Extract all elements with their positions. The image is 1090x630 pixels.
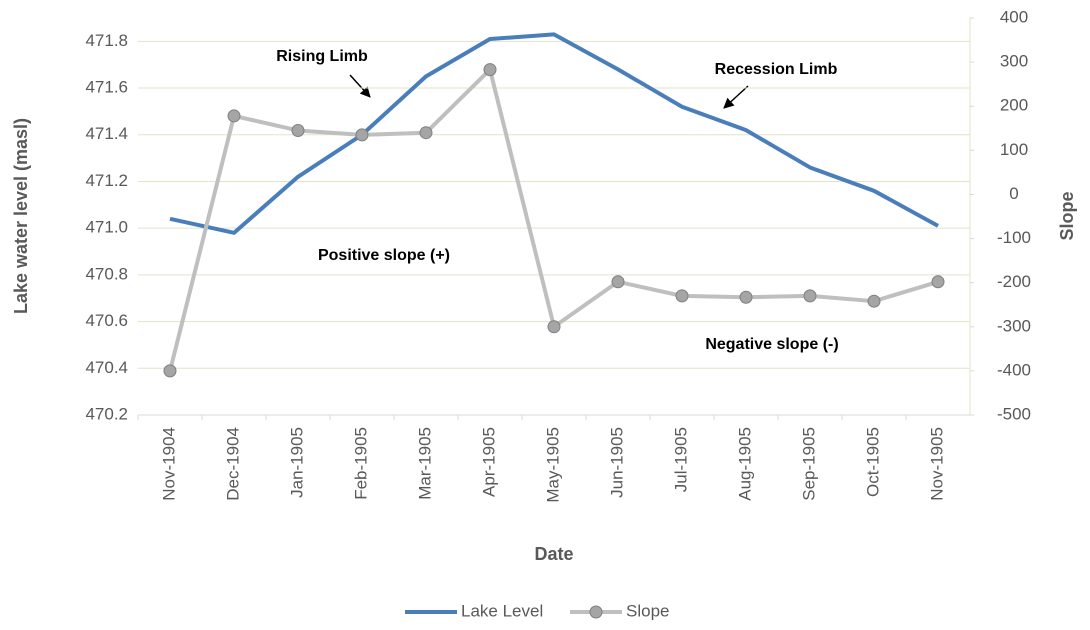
y-tick-label: 471.4	[85, 124, 128, 143]
series-marker	[611, 275, 625, 289]
x-axis-title: Date	[534, 544, 573, 564]
y-axis-title: Lake water level (masl)	[11, 118, 31, 314]
x-tick-label: Feb-1905	[351, 427, 370, 500]
series-marker	[355, 128, 369, 142]
y-tick-label: 471.6	[85, 78, 128, 97]
annotation: Recession Limb	[715, 61, 838, 78]
y2-tick-label: 300	[1000, 52, 1028, 71]
series-marker	[227, 109, 241, 123]
y2-axis-title: Slope	[1057, 191, 1077, 240]
y2-tick-label: 200	[1000, 96, 1028, 115]
y-tick-label: 470.6	[85, 311, 128, 330]
series-marker	[739, 290, 753, 304]
series-marker	[483, 63, 497, 77]
series-marker	[803, 289, 817, 303]
x-tick-label: Oct-1905	[863, 427, 882, 497]
x-tick-label: Jan-1905	[287, 427, 306, 498]
x-tick-label: Aug-1905	[735, 427, 754, 501]
y2-tick-label: 0	[1009, 184, 1018, 203]
series-marker	[291, 123, 305, 137]
x-tick-label: Apr-1905	[479, 427, 498, 497]
series-marker	[675, 289, 689, 303]
y-tick-label: 470.2	[85, 404, 128, 423]
x-tick-label: Mar-1905	[415, 427, 434, 500]
series-marker	[419, 126, 433, 140]
x-tick-label: May-1905	[543, 427, 562, 503]
x-tick-label: Dec-1904	[223, 427, 242, 501]
x-tick-label: Sep-1905	[799, 427, 818, 501]
x-tick-label: Jul-1905	[671, 427, 690, 492]
annotation: Negative slope (-)	[705, 336, 838, 353]
legend-label: Slope	[626, 601, 669, 620]
y2-tick-label: 400	[1000, 7, 1028, 26]
annotation-arrow	[349, 74, 371, 98]
y2-tick-label: -200	[997, 272, 1031, 291]
y2-tick-label: -400	[997, 360, 1031, 379]
legend-label: Lake Level	[461, 601, 543, 620]
y-tick-label: 471.8	[85, 31, 128, 50]
series-marker	[547, 320, 561, 334]
annotation: Positive slope (+)	[318, 247, 450, 264]
series-marker	[163, 364, 177, 378]
y2-tick-label: -500	[997, 404, 1031, 423]
x-tick-label: Nov-1905	[927, 427, 946, 501]
series-marker	[867, 294, 881, 308]
annotation-arrow	[723, 85, 749, 109]
x-tick-label: Nov-1904	[159, 427, 178, 501]
y2-tick-label: 100	[1000, 140, 1028, 159]
y-tick-label: 471.2	[85, 171, 128, 190]
y-tick-label: 470.8	[85, 264, 128, 283]
series-marker	[931, 275, 945, 289]
y2-tick-label: -300	[997, 316, 1031, 335]
y-tick-label: 471.0	[85, 218, 128, 237]
y2-tick-label: -100	[997, 228, 1031, 247]
annotation: Rising Limb	[276, 48, 368, 65]
y-tick-label: 470.4	[85, 358, 128, 377]
series-line	[169, 32, 939, 235]
legend-marker	[589, 605, 603, 619]
x-tick-label: Jun-1905	[607, 427, 626, 498]
